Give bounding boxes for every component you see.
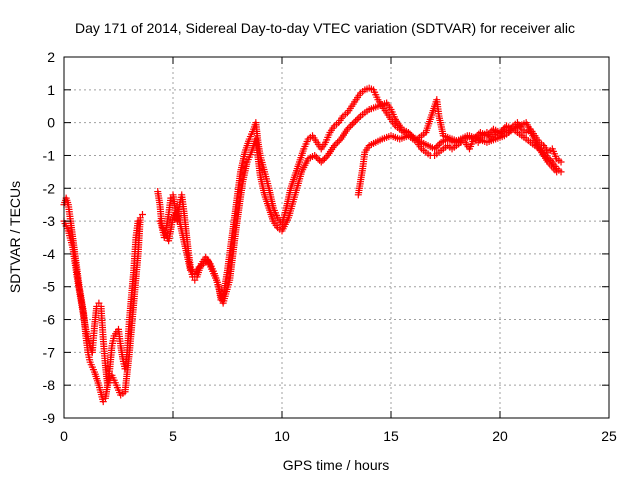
data-point-interp bbox=[499, 125, 507, 133]
data-point-interp bbox=[334, 138, 342, 146]
axis-ticks: 0 5 10 15 20 25 -9 -8 -7 -6 -5 -4 -3 -2 -1 0 1 2 bbox=[43, 49, 617, 444]
data-point bbox=[483, 132, 491, 140]
y-tick-label: -9 bbox=[43, 410, 56, 426]
data-point bbox=[431, 145, 439, 153]
data-point bbox=[138, 211, 146, 219]
y-tick-label: -6 bbox=[43, 312, 56, 328]
data-point bbox=[343, 125, 351, 133]
data-point-interp bbox=[312, 153, 320, 161]
data-point-interp bbox=[345, 124, 353, 132]
data-point bbox=[311, 151, 319, 159]
y-tick-label: 1 bbox=[47, 82, 55, 98]
x-tick-label: 15 bbox=[383, 428, 399, 444]
data-point-interp bbox=[486, 128, 494, 136]
grid bbox=[64, 57, 609, 418]
data-point-interp bbox=[347, 122, 355, 130]
data-point-interp bbox=[485, 130, 493, 138]
chart-title: Day 171 of 2014, Sidereal Day-to-day VTE… bbox=[75, 20, 575, 36]
y-tick-label: -2 bbox=[43, 180, 56, 196]
data-point-interp bbox=[335, 137, 343, 145]
y-tick-label: -4 bbox=[43, 246, 56, 262]
data-point bbox=[557, 158, 565, 166]
data-point bbox=[553, 168, 561, 176]
data-point-interp bbox=[348, 120, 356, 128]
data-point-interp bbox=[352, 117, 360, 125]
data-point bbox=[330, 142, 338, 150]
data-points bbox=[60, 84, 565, 406]
data-point-interp bbox=[314, 155, 322, 163]
data-point-interp bbox=[436, 140, 444, 148]
data-point bbox=[134, 217, 142, 225]
y-tick-label: 2 bbox=[47, 49, 55, 65]
data-point-interp bbox=[321, 155, 329, 163]
y-tick-label: -1 bbox=[43, 147, 56, 163]
x-tick-label: 0 bbox=[60, 428, 68, 444]
data-point-interp bbox=[322, 153, 330, 161]
x-tick-label: 5 bbox=[169, 428, 177, 444]
data-point-interp bbox=[353, 115, 361, 123]
y-axis-label: SDTVAR / TECUs bbox=[7, 181, 23, 293]
data-point-interp bbox=[319, 156, 327, 164]
data-point-interp bbox=[434, 142, 442, 150]
y-tick-label: -5 bbox=[43, 279, 56, 295]
x-tick-label: 10 bbox=[274, 428, 290, 444]
data-point-interp bbox=[432, 143, 440, 151]
data-point bbox=[317, 158, 325, 166]
data-point-interp bbox=[332, 140, 340, 148]
x-tick-label: 20 bbox=[492, 428, 508, 444]
y-tick-label: -8 bbox=[43, 377, 56, 393]
data-point-interp bbox=[355, 114, 363, 122]
y-tick-label: -7 bbox=[43, 344, 56, 360]
x-tick-label: 25 bbox=[601, 428, 617, 444]
plot-frame bbox=[63, 56, 610, 419]
x-axis-label: GPS time / hours bbox=[283, 457, 390, 473]
y-tick-label: -3 bbox=[43, 213, 56, 229]
y-tick-label: 0 bbox=[47, 115, 55, 131]
data-point bbox=[350, 119, 358, 127]
